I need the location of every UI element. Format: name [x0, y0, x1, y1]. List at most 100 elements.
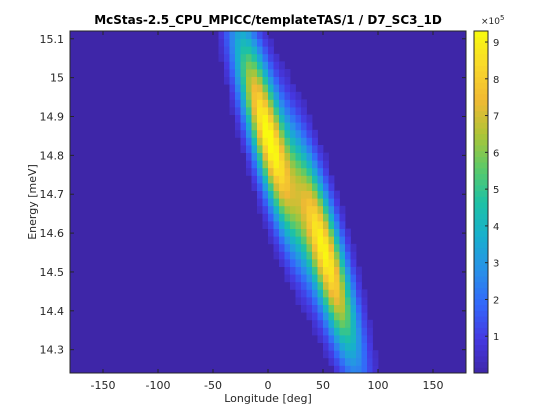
heatmap-cell — [295, 221, 302, 229]
heatmap-cell — [339, 312, 346, 321]
heatmap-cell — [306, 259, 313, 267]
heatmap-cell — [361, 327, 368, 336]
heatmap-cell — [350, 312, 357, 321]
heatmap-cell — [295, 152, 302, 161]
heatmap-cell — [334, 365, 340, 374]
heatmap-cell — [295, 183, 302, 191]
heatmap-cell — [328, 259, 335, 267]
y-tick-label: 14.7 — [40, 188, 65, 201]
heatmap-cell — [235, 76, 241, 85]
heatmap-cell — [356, 312, 362, 321]
heatmap-cell — [306, 251, 313, 260]
heatmap-cell — [367, 319, 373, 328]
heatmap-cell — [345, 304, 351, 313]
colorbar-exponent: ×105 — [481, 14, 504, 27]
colorbar-segment — [474, 281, 488, 288]
heatmap-cell — [312, 289, 318, 298]
heatmap-cell — [345, 365, 351, 374]
colorbar-segment — [474, 167, 488, 174]
colorbar-segment — [474, 93, 488, 100]
heatmap-cell — [224, 69, 230, 77]
heatmap-cell — [273, 175, 280, 184]
heatmap-cell — [361, 365, 368, 374]
heatmap-cell — [301, 236, 307, 245]
heatmap-cell — [273, 152, 280, 161]
heatmap-cell — [345, 228, 351, 237]
colorbar-segment — [474, 173, 488, 180]
heatmap-cell — [323, 342, 329, 351]
heatmap-cell — [279, 61, 285, 70]
heatmap-cell — [246, 69, 252, 77]
heatmap-cell — [317, 297, 324, 305]
heatmap-cells — [70, 31, 466, 374]
colorbar-segment — [474, 344, 488, 351]
heatmap-cell — [334, 327, 340, 336]
heatmap-cell — [290, 236, 296, 245]
heatmap-cell — [240, 46, 247, 55]
heatmap-cell — [246, 38, 252, 47]
colorbar-tick-label: 1 — [493, 332, 499, 343]
colorbar-segment — [474, 59, 488, 66]
heatmap-cell — [339, 289, 346, 298]
heatmap-cell — [279, 228, 285, 237]
heatmap-cell — [328, 281, 335, 290]
heatmap-cell — [268, 53, 274, 62]
heatmap-cell — [235, 38, 241, 47]
heatmap-cell — [279, 221, 285, 229]
colorbar-tick-label: 9 — [493, 38, 499, 49]
heatmap-cell — [273, 167, 280, 176]
heatmap-cell — [301, 243, 307, 252]
heatmap-cell — [328, 335, 335, 343]
heatmap-cell — [334, 221, 340, 229]
heatmap-cell — [339, 335, 346, 343]
heatmap-cell — [350, 342, 357, 351]
colorbar-tick-label: 5 — [493, 185, 499, 196]
heatmap-cell — [295, 198, 302, 207]
heatmap-cell — [334, 259, 340, 267]
heatmap-cell — [273, 190, 280, 199]
colorbar-tick-label: 3 — [493, 259, 499, 270]
heatmap-cell — [257, 76, 263, 85]
colorbar-segment — [474, 230, 488, 237]
heatmap-cell — [339, 281, 346, 290]
heatmap-cell — [273, 160, 280, 169]
heatmap-cell — [290, 152, 296, 161]
heatmap-cell — [361, 304, 368, 313]
heatmap-cell — [290, 243, 296, 252]
heatmap-cell — [279, 236, 285, 245]
colorbar-exponent-base: ×10 — [481, 17, 500, 27]
colorbar-segment — [474, 76, 488, 83]
heatmap-cell — [312, 183, 318, 191]
y-tick-label: 14.3 — [40, 344, 65, 357]
heatmap-cell — [306, 175, 313, 184]
heatmap-cell — [240, 114, 247, 123]
heatmap-cell — [295, 289, 302, 298]
heatmap-cell — [306, 228, 313, 237]
heatmap-cell — [345, 236, 351, 245]
heatmap-cell — [273, 183, 280, 191]
heatmap-cell — [328, 236, 335, 245]
heatmap-cell — [312, 304, 318, 313]
heatmap-cell — [317, 236, 324, 245]
heatmap-cell — [312, 175, 318, 184]
heatmap-cell — [262, 198, 269, 207]
heatmap-cell — [301, 175, 307, 184]
heatmap-cell — [229, 53, 236, 62]
colorbar-segment — [474, 207, 488, 214]
heatmap-cell — [334, 289, 340, 298]
heatmap-cell — [279, 137, 285, 146]
heatmap-cell — [345, 289, 351, 298]
colorbar-segment — [474, 190, 488, 197]
y-axis-ticks: 14.3 14.4 14.5 14.6 14.7 14.8 14.9 15 15.1 — [40, 33, 466, 357]
heatmap-cell — [262, 76, 269, 85]
heatmap-cell — [257, 190, 263, 199]
heatmap-cell — [328, 221, 335, 229]
heatmap-cell — [301, 114, 307, 123]
heatmap-cell — [279, 114, 285, 123]
heatmap-cell — [334, 350, 340, 359]
heatmap-cell — [328, 190, 335, 199]
colorbar-segment — [474, 213, 488, 220]
heatmap-cell — [284, 160, 291, 169]
heatmap-cell — [361, 289, 368, 298]
